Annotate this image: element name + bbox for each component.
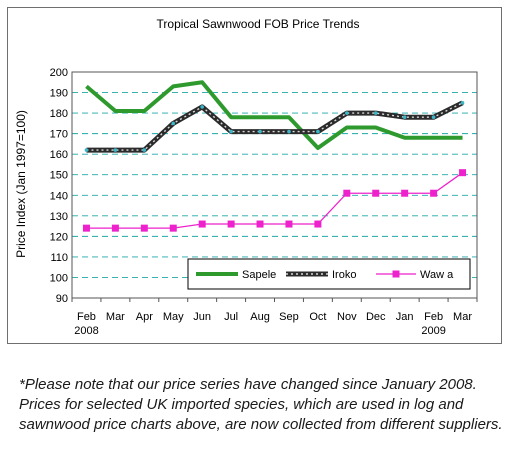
iroko-point [431, 115, 436, 119]
y-tick-label: 170 [50, 129, 68, 141]
iroko-point [402, 115, 407, 119]
iroko-legend-label: Iroko [332, 269, 356, 281]
footnote: *Please note that our price series have … [19, 376, 503, 433]
x-tick-label: Nov [337, 311, 357, 323]
wawa-point [169, 224, 177, 232]
wawa-point [372, 189, 380, 197]
x-tick-label: Apr [136, 311, 153, 323]
year-label: 2008 [74, 325, 98, 337]
wawa-point [256, 220, 264, 228]
iroko-series-dash [86, 102, 463, 151]
x-tick-label: Aug [250, 311, 270, 323]
x-tick-label: Jun [193, 311, 211, 323]
wawa-point [285, 220, 293, 228]
iroko-point [258, 129, 262, 134]
sapele-series-line [85, 80, 463, 151]
x-tick-label: Mar [106, 311, 125, 323]
y-tick-label: 110 [50, 252, 68, 264]
wawa-series-line [86, 172, 463, 229]
chart-title: Tropical Sawnwood FOB Price Trends [157, 17, 360, 31]
x-tick-label: May [163, 311, 184, 323]
wawa-point [430, 189, 438, 197]
iroko-point [113, 148, 118, 152]
y-axis-label: Price Index (Jan 1997=100) [14, 110, 28, 258]
price-trends-chart: Tropical Sawnwood FOB Price Trends Price… [14, 17, 478, 337]
wawa-point [343, 189, 351, 197]
y-tick-label: 90 [56, 293, 68, 305]
y-tick-label: 140 [50, 190, 68, 202]
iroko-point [373, 111, 378, 115]
y-tick-label: 100 [50, 272, 68, 284]
x-tick-label: Feb [77, 311, 96, 323]
x-tick-label: Mar [453, 311, 472, 323]
iroko-point [316, 129, 320, 134]
wawa-point [198, 220, 206, 228]
wawa-point [82, 224, 90, 232]
iroko-point [229, 129, 233, 134]
y-tick-label: 120 [50, 231, 68, 243]
iroko-point [345, 111, 349, 115]
wawa-point [140, 224, 148, 232]
x-tick-label: Sep [279, 311, 299, 323]
sapele-legend-label: Sapele [242, 269, 276, 281]
x-tick-label: Oct [309, 311, 326, 323]
year-label: 2009 [421, 325, 445, 337]
x-tick-label: Jan [396, 311, 414, 323]
wawa-point [227, 220, 235, 228]
x-tick-label: Feb [424, 311, 443, 323]
x-tick-label: Jul [224, 311, 238, 323]
plot-area: 90 100 110 120 130 140 150 160 170 180 190 200 Feb Ma… [50, 67, 478, 337]
wawa-point [401, 189, 409, 197]
chart-frame: Tropical Sawnwood FOB Price Trends Price… [7, 7, 502, 344]
wawa-legend-marker [392, 270, 400, 278]
iroko-point [200, 105, 204, 109]
y-tick-label: 150 [50, 170, 68, 182]
iroko-point [84, 148, 89, 152]
iroko-point [171, 121, 176, 126]
x-tick-label: Dec [366, 311, 386, 323]
legend: Sapele Iroko Waw a [187, 258, 471, 290]
wawa-point [111, 224, 119, 232]
y-tick-label: 160 [50, 149, 68, 161]
y-tick-label: 190 [50, 88, 68, 100]
iroko-point [287, 129, 291, 134]
wawa-legend-label: Waw a [420, 269, 454, 281]
iroko-point [460, 101, 465, 105]
wawa-point [459, 169, 467, 177]
iroko-point [142, 148, 147, 152]
y-tick-label: 130 [50, 211, 68, 223]
y-tick-label: 200 [50, 67, 68, 79]
y-tick-label: 180 [50, 108, 68, 120]
wawa-point [314, 220, 322, 228]
